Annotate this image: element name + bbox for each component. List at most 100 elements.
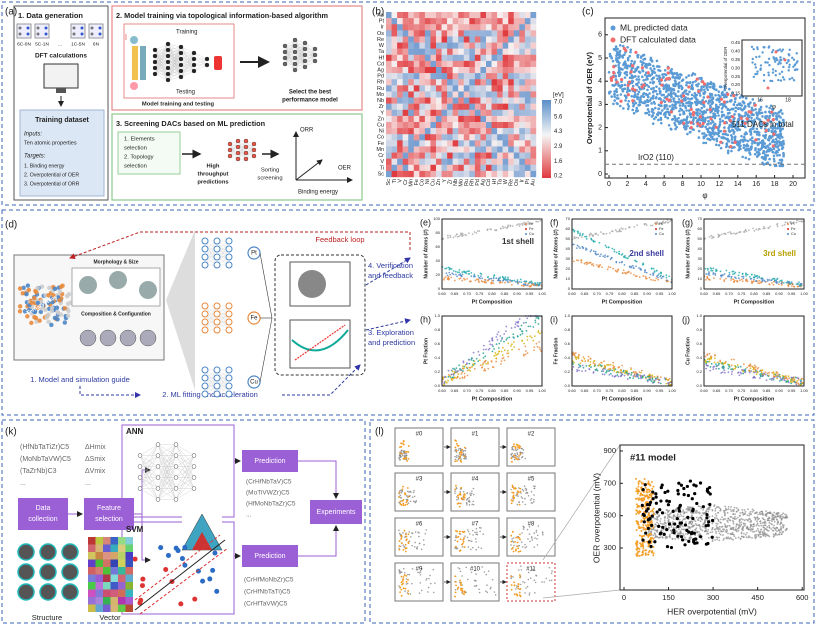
sample-point [470, 358, 473, 361]
tick-label: 0.15 [731, 91, 740, 96]
ml-point [759, 120, 763, 123]
heatmap-cell [463, 140, 470, 147]
sample-point [789, 282, 792, 285]
vector-cell [125, 537, 133, 545]
heatmap-cell [463, 85, 470, 92]
heatmap-cell [441, 48, 448, 55]
sample-point [723, 371, 726, 374]
label: Y [442, 179, 448, 183]
label: 6C-0N [17, 41, 31, 47]
heatmap-cell [408, 134, 414, 141]
heatmap-cell [519, 164, 526, 172]
sample-point [515, 321, 518, 324]
heatmap-cell [397, 42, 403, 49]
nn-node [225, 390, 233, 398]
nn-edge [180, 52, 195, 72]
tick-label: 40 [566, 246, 571, 251]
sample-point [575, 358, 578, 360]
ml-point [675, 71, 679, 75]
heatmap-cell [480, 158, 487, 165]
dot [35, 300, 41, 306]
dot [18, 26, 22, 30]
sample-point [652, 267, 655, 270]
heatmap-cell [530, 42, 537, 49]
ml-point [712, 125, 715, 129]
label: Pd [475, 179, 481, 186]
sample-point [488, 277, 491, 280]
heatmap-cell [497, 158, 503, 165]
heatmap-cell [441, 103, 448, 110]
sample-point [761, 278, 764, 280]
dot [29, 320, 34, 326]
ml-point [728, 99, 732, 103]
ml-point [756, 154, 759, 158]
sample-point [490, 281, 493, 284]
sample-point [725, 277, 727, 280]
sample-point [717, 367, 720, 370]
nn-node [213, 253, 221, 261]
heatmap-cell [491, 67, 498, 74]
sample-point [779, 379, 781, 382]
nn-node [213, 261, 221, 269]
label: Pt [525, 179, 531, 185]
sample-point [589, 363, 592, 366]
label: throughput [198, 172, 229, 178]
sample-point [455, 367, 458, 370]
sample-point [709, 356, 712, 359]
dft-point [687, 85, 691, 89]
row-border [369, 419, 815, 624]
heatmap-cell [474, 140, 481, 147]
heatmap-cell [441, 97, 448, 104]
sample-point [525, 280, 528, 283]
ml-point [706, 137, 709, 141]
nn-edge [294, 42, 306, 53]
label: (CrHfNbTaV)C5 [246, 479, 292, 486]
ml-point [626, 86, 630, 90]
heatmap-cell [391, 128, 398, 135]
ml-point [766, 154, 770, 157]
ml-point [636, 109, 640, 113]
sample-point [461, 279, 464, 282]
ml-point [634, 101, 638, 105]
ml-point [733, 138, 737, 142]
sample-point [659, 382, 662, 385]
label: Ir [520, 179, 526, 183]
sample-point [602, 232, 604, 235]
dot [35, 285, 40, 291]
sample-point [473, 231, 476, 233]
sample-point [482, 348, 485, 351]
label: Ir [381, 25, 385, 31]
sample-point [602, 255, 605, 258]
ml-point [726, 107, 730, 111]
dot [165, 552, 171, 558]
sample-point [790, 376, 793, 379]
label: V [380, 159, 384, 165]
sample-point [666, 221, 669, 224]
heatmap-cell [436, 18, 442, 25]
heatmap-cell [397, 24, 403, 31]
sample-point [621, 364, 624, 367]
nn-node [201, 245, 209, 253]
connector [282, 364, 361, 396]
heatmap-cell [469, 48, 476, 55]
heatmap-cell [441, 67, 448, 74]
ml-point [701, 124, 705, 128]
sample-point [730, 368, 732, 371]
sample-point [516, 224, 518, 226]
sample-point [442, 278, 445, 281]
ml-point [759, 105, 763, 109]
ml-point [718, 117, 722, 121]
sample-point [742, 372, 745, 375]
sample-point [753, 364, 756, 367]
sample-point [651, 224, 654, 227]
heatmap-cell [458, 91, 464, 98]
sample-point [608, 373, 611, 376]
tick-label: 0.4 [434, 355, 440, 360]
dot [759, 64, 763, 67]
sample-point [532, 339, 535, 342]
sample-point [481, 366, 484, 369]
sample-point [621, 272, 624, 274]
sample-point [503, 333, 506, 335]
heatmap-cell [469, 12, 476, 19]
sample-point [628, 265, 631, 268]
